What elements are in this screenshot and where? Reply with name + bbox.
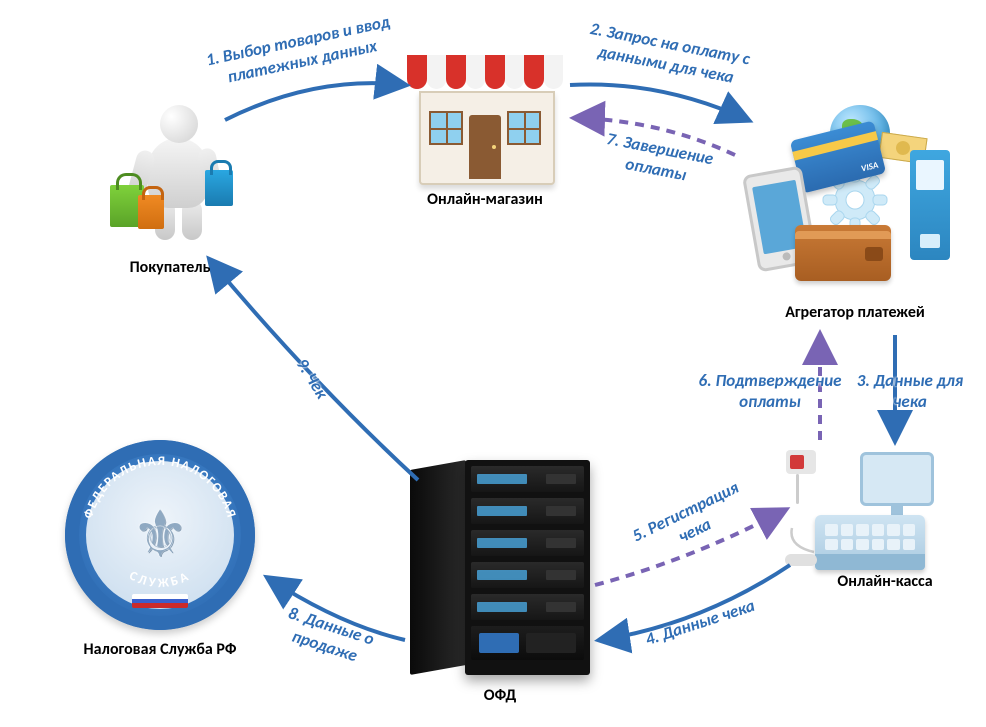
ofd-server-icon bbox=[410, 460, 590, 680]
payment-aggregator-icon bbox=[740, 95, 950, 285]
edge-label-e8: 8. Данные о продаже bbox=[226, 585, 429, 687]
svg-text:СЛУЖБА: СЛУЖБА bbox=[127, 568, 194, 591]
aggregator-label: Агрегатор платежей bbox=[755, 303, 955, 322]
edge-e2 bbox=[570, 84, 748, 120]
edge-label-e4: 4. Данные чека bbox=[602, 582, 799, 664]
tax-service-emblem-icon: ⚜ ФЕДЕРАЛЬНАЯ НАЛОГОВАЯ СЛУЖБА bbox=[65, 440, 255, 630]
shop-label: Онлайн-магазин bbox=[410, 190, 560, 209]
edge-label-e2: 2. Запрос на оплату с данными для чека bbox=[566, 14, 770, 93]
buyer-icon bbox=[110, 100, 230, 250]
tax-label: Налоговая Служба РФ bbox=[60, 640, 260, 659]
ofd-label: ОФД bbox=[460, 686, 540, 705]
edge-label-e7: 7. Завершение оплаты bbox=[556, 119, 760, 198]
svg-text:ФЕДЕРАЛЬНАЯ НАЛОГОВАЯ: ФЕДЕРАЛЬНАЯ НАЛОГОВАЯ bbox=[81, 454, 239, 521]
edge-e1 bbox=[225, 83, 405, 120]
register-label: Онлайн-касса bbox=[810, 572, 960, 591]
tax-ring-top-text: ФЕДЕРАЛЬНАЯ НАЛОГОВАЯ bbox=[81, 454, 239, 521]
online-shop-icon bbox=[415, 55, 555, 185]
edge-label-e6: 6. Подтверждение оплаты bbox=[670, 370, 870, 412]
edge-label-e9: 9. Чек bbox=[250, 288, 374, 469]
buyer-label: Покупатель bbox=[110, 258, 230, 277]
diagram-stage: ⚜ ФЕДЕРАЛЬНАЯ НАЛОГОВАЯ СЛУЖБА bbox=[0, 0, 986, 727]
online-register-icon bbox=[790, 440, 940, 570]
tax-ring-bottom-text: СЛУЖБА bbox=[127, 568, 194, 591]
edge-label-e1: 1. Выбор товаров и ввод платежных данных bbox=[198, 10, 402, 93]
edge-label-e5: 5. Регистрация чека bbox=[591, 458, 789, 583]
